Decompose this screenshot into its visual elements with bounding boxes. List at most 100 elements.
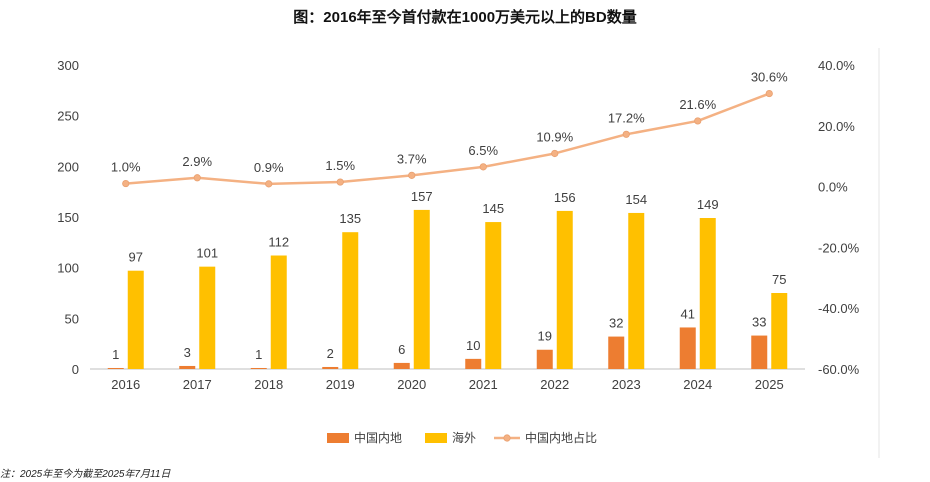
chart-title: 图：2016年至今首付款在1000万美元以上的BD数量 [293,9,637,26]
bar [771,293,788,369]
bar [322,366,339,369]
bar-value-label: 101 [196,246,218,261]
category-label: 2025 [755,377,784,392]
bar-value-label: 33 [752,315,766,330]
bars [107,209,788,369]
legend-marker [503,434,511,442]
bar [679,327,696,369]
line-point [765,89,773,98]
line-value-label: 17.2% [608,110,645,125]
bar [556,210,573,369]
category-label: 2021 [469,377,498,392]
category-label: 2024 [683,377,712,392]
category-axis: 2016 2017 2018 2019 2020 2021 2022 2023 2024 2025 [111,377,783,392]
bar-value-label: 75 [772,272,786,287]
line-point [336,178,344,186]
legend-swatch [425,433,447,443]
bar [393,362,410,369]
right-tick-label: -40.0% [818,301,860,316]
bar-value-label: 6 [398,342,405,357]
right-tick-label: -20.0% [818,240,860,255]
bar [342,232,359,369]
right-tick-label: -60.0% [818,362,860,377]
bar-value-label: 135 [339,211,361,226]
category-label: 2016 [111,377,140,392]
bar [536,349,553,369]
line-point [479,163,487,171]
left-tick-label: 250 [57,109,79,124]
bar [751,335,768,369]
left-tick-label: 200 [57,159,79,174]
bar [107,367,124,369]
bar [179,365,196,369]
line-value-label: 0.9% [254,160,284,175]
line-value-label: 10.9% [536,129,573,144]
line-point [694,117,702,125]
right-tick-label: 20.0% [818,119,855,134]
bar-value-label: 154 [625,192,647,207]
line-value-label: 3.7% [397,151,427,166]
left-tick-label: 50 [65,311,79,326]
left-tick-label: 300 [57,58,79,73]
bar-value-label: 32 [609,316,623,331]
bar [699,218,716,369]
category-label: 2018 [254,377,283,392]
legend-swatch [327,433,349,443]
bar [465,358,482,369]
bar-value-label: 2 [327,346,334,361]
left-tick-label: 100 [57,261,79,276]
bar-value-label: 157 [411,189,433,204]
bar-value-label: 112 [268,235,289,250]
bar-value-label: 1 [112,347,119,362]
bar [250,367,267,369]
line-value-label: 1.0% [111,160,141,175]
line-point [193,174,201,182]
category-label: 2023 [612,377,641,392]
footnote: 注：2025年至今为截至2025年7月11日 [0,469,171,480]
line-value-label: 30.6% [751,70,788,85]
bar-value-label: 156 [554,190,576,205]
category-label: 2019 [326,377,355,392]
bar [270,255,287,369]
bar-value-label: 10 [466,338,480,353]
category-label: 2020 [397,377,426,392]
line-value-label: 6.5% [468,143,498,158]
line-value-label: 1.5% [325,158,355,173]
bar [413,209,430,369]
category-label: 2017 [183,377,212,392]
category-label: 2022 [540,377,569,392]
bar-labels: 1 97 3 101 1 112 2 135 6 157 10 145 19 156 32 154 41 149 3… [112,189,786,362]
legend: 中国内地 海外 中国内地占比 [327,430,597,445]
bar [127,270,144,369]
right-axis: -60.0% -40.0% -20.0% 0.0% 20.0% 40.0% [818,58,860,377]
line-value-label: 2.9% [182,154,212,169]
legend-label: 海外 [452,430,476,445]
bar [608,336,625,369]
legend-label: 中国内地占比 [525,430,597,445]
bar [199,266,216,369]
legend-label: 中国内地 [354,430,402,445]
line-point [408,171,416,179]
line-point [122,179,130,188]
line-point [622,130,630,138]
ratio-line-path [125,92,770,186]
bar-value-label: 1 [255,347,262,362]
right-tick-label: 40.0% [818,58,855,73]
line-value-label: 21.6% [679,97,716,112]
bar-value-label: 19 [538,329,552,344]
bar-value-label: 149 [697,197,719,212]
line-point [265,180,273,188]
ratio-line: 1.0% 2.9% 0.9% 1.5% 3.7% 6.5% 10.9% 17.2% 21.6% 3… [111,70,788,188]
bar-value-label: 97 [129,250,143,265]
line-point [551,149,559,158]
left-tick-label: 0 [72,362,79,377]
left-axis: 0 50 100 150 200 250 300 [57,58,79,377]
left-tick-label: 150 [57,210,79,225]
bar [628,212,645,369]
right-tick-label: 0.0% [818,180,848,195]
bar [485,222,502,369]
bar-value-label: 145 [482,201,504,216]
bar-value-label: 3 [184,345,191,360]
bar-value-label: 41 [681,306,695,321]
